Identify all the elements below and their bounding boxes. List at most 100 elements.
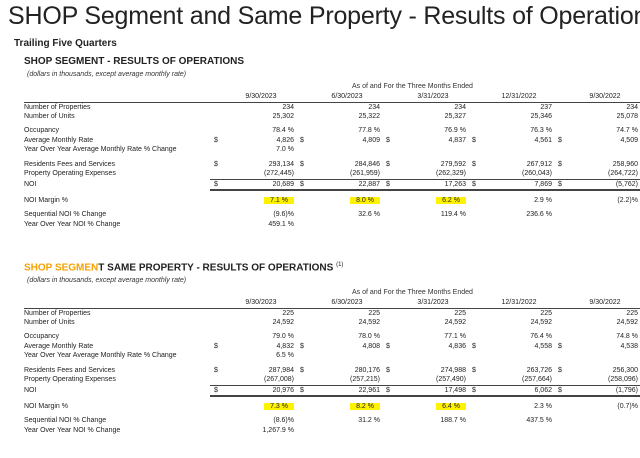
currency-symbol: $ [386, 342, 390, 350]
cell-value: 22,887 [314, 178, 382, 192]
cell-value: (262,329) [436, 170, 466, 178]
table-row: Year Over Year NOI % Change 459.1 % [24, 220, 640, 230]
cell-value: (264,722) [608, 170, 638, 178]
row-label: Sequential NOI % Change [24, 210, 107, 218]
cell-value: 234 [368, 103, 380, 111]
row-label: Property Operating Expenses [24, 170, 116, 178]
currency-symbol: $ [386, 160, 390, 168]
currency-symbol: $ [558, 160, 562, 168]
row-label: NOI Margin % [24, 196, 68, 204]
row-label: Occupancy [24, 127, 60, 135]
currency-symbol: $ [558, 342, 562, 350]
cell-value: 74.7 % [616, 127, 638, 135]
cell-value: 225 [540, 309, 552, 317]
cell-value: 76.9 % [444, 127, 466, 135]
cell-value: 77.1 % [444, 333, 466, 341]
cell-value: 25,322 [358, 113, 380, 121]
row-label: Property Operating Expenses [24, 376, 116, 384]
cell-value: 25,078 [616, 113, 638, 121]
page-title: SHOP Segment and Same Property - Results… [8, 2, 640, 30]
cell-value: 4,809 [362, 136, 380, 144]
cell-value: 437.5 % [526, 416, 552, 424]
cell-value [400, 145, 468, 155]
row-label: Average Monthly Rate [24, 342, 94, 350]
highlighted-value: 6.2 % [436, 196, 466, 204]
currency-symbol: $ [300, 386, 304, 394]
currency-symbol: $ [300, 136, 304, 144]
currency-symbol: $ [300, 342, 304, 350]
cell-value: 459.1 % [268, 220, 294, 228]
table-row: Number of Properties 225 225 225 225 225 [24, 308, 640, 318]
cell-value: 236.6 % [526, 210, 552, 218]
period-header: 9/30/2023 [228, 92, 296, 103]
cell-value: (272,445) [264, 170, 294, 178]
table-row: Average Monthly Rate $4,832 $4,808 $4,836 $4… [24, 342, 640, 352]
cell-value [314, 351, 382, 361]
cell-value: 263,726 [526, 366, 552, 374]
currency-symbol: $ [472, 136, 476, 144]
cell-value: 24,592 [444, 319, 466, 327]
period-header: 9/30/2022 [572, 92, 640, 103]
cell-value: 119.4 % [440, 210, 466, 218]
cell-value: 267,912 [526, 160, 552, 168]
cell-value: 225 [626, 309, 638, 317]
cell-value: 24,592 [616, 319, 638, 327]
cell-value [486, 351, 554, 361]
cell-value [572, 145, 640, 155]
table-row: NOI $20,689 $22,887 $17,263 $7,869 $ (5,762) [24, 178, 640, 192]
currency-symbol: $ [300, 366, 304, 374]
cell-value: 293,134 [268, 160, 294, 168]
cell-value: 6.5 % [276, 352, 294, 360]
cell-value: 25,327 [444, 113, 466, 121]
cell-value [572, 426, 640, 436]
header-spacer [24, 298, 210, 309]
cell-value: (258,096) [608, 376, 638, 384]
cell-value: 24,592 [530, 319, 552, 327]
footnote-marker: (1) [336, 262, 344, 268]
cell-value: (2.2)% [617, 196, 638, 204]
period-header: 6/30/2023 [314, 298, 382, 309]
highlighted-value: 7.1 % [264, 196, 294, 204]
cell-value: 1,267.9 % [262, 426, 294, 434]
cell-value: (267,008) [264, 376, 294, 384]
cell-value: 274,988 [440, 366, 466, 374]
cell-value: (9.6)% [273, 210, 294, 218]
cell-value: 31.2 % [358, 416, 380, 424]
table-row: Property Operating Expenses (267,008) (257… [24, 375, 640, 385]
highlighted-value: 7.3 % [264, 402, 294, 410]
table-row: Occupancy 79.0 % 78.0 % 77.1 % 76.4 % 74.8 % [24, 332, 640, 342]
cell-value: 20,689 [228, 178, 296, 192]
results-table: 9/30/2023 6/30/2023 3/31/2023 12/31/2022 9/3… [24, 92, 640, 229]
cell-value: 7.0 % [276, 146, 294, 154]
table-row: Year Over Year Average Monthly Rate % Ch… [24, 351, 640, 361]
cell-value: 225 [454, 309, 466, 317]
currency-symbol: $ [300, 160, 304, 168]
currency-symbol: $ [558, 136, 562, 144]
cell-value [314, 145, 382, 155]
table-row: NOI $20,976 $22,961 $17,498 $6,062 $ (1,796) [24, 384, 640, 398]
table-row: Sequential NOI % Change (9.6)% 32.6 % 119.4… [24, 210, 640, 220]
currency-symbol: $ [472, 180, 476, 188]
table-row: Sequential NOI % Change (8.6)% 31.2 % 188.7… [24, 416, 640, 426]
as-of-header: As of and For the Three Months Ended [352, 289, 473, 296]
period-header: 12/31/2022 [486, 298, 554, 309]
cell-value: (260,043) [522, 170, 552, 178]
cell-value: 280,176 [354, 366, 380, 374]
cell-value: 256,300 [612, 366, 638, 374]
currency-symbol: $ [214, 180, 218, 188]
cell-value: 7,869 [486, 178, 554, 192]
row-label: Residents Fees and Services [24, 160, 116, 168]
cell-value: 78.4 % [272, 127, 294, 135]
cell-value [572, 220, 640, 230]
cell-value: 4,837 [448, 136, 466, 144]
table-row: Number of Units 24,592 24,592 24,592 24,592 2… [24, 318, 640, 328]
cell-value: 76.3 % [530, 127, 552, 135]
currency-symbol: $ [300, 180, 304, 188]
cell-value: (257,215) [350, 376, 380, 384]
cell-value: 25,346 [530, 113, 552, 121]
cell-value: 234 [282, 103, 294, 111]
row-label: Occupancy [24, 333, 60, 341]
section-title: SHOP SEGMENT SAME PROPERTY - RESULTS OF … [24, 262, 343, 273]
cell-value: 4,832 [276, 342, 294, 350]
table-row: Occupancy 78.4 % 77.8 % 76.9 % 76.3 % 74.7 % [24, 126, 640, 136]
